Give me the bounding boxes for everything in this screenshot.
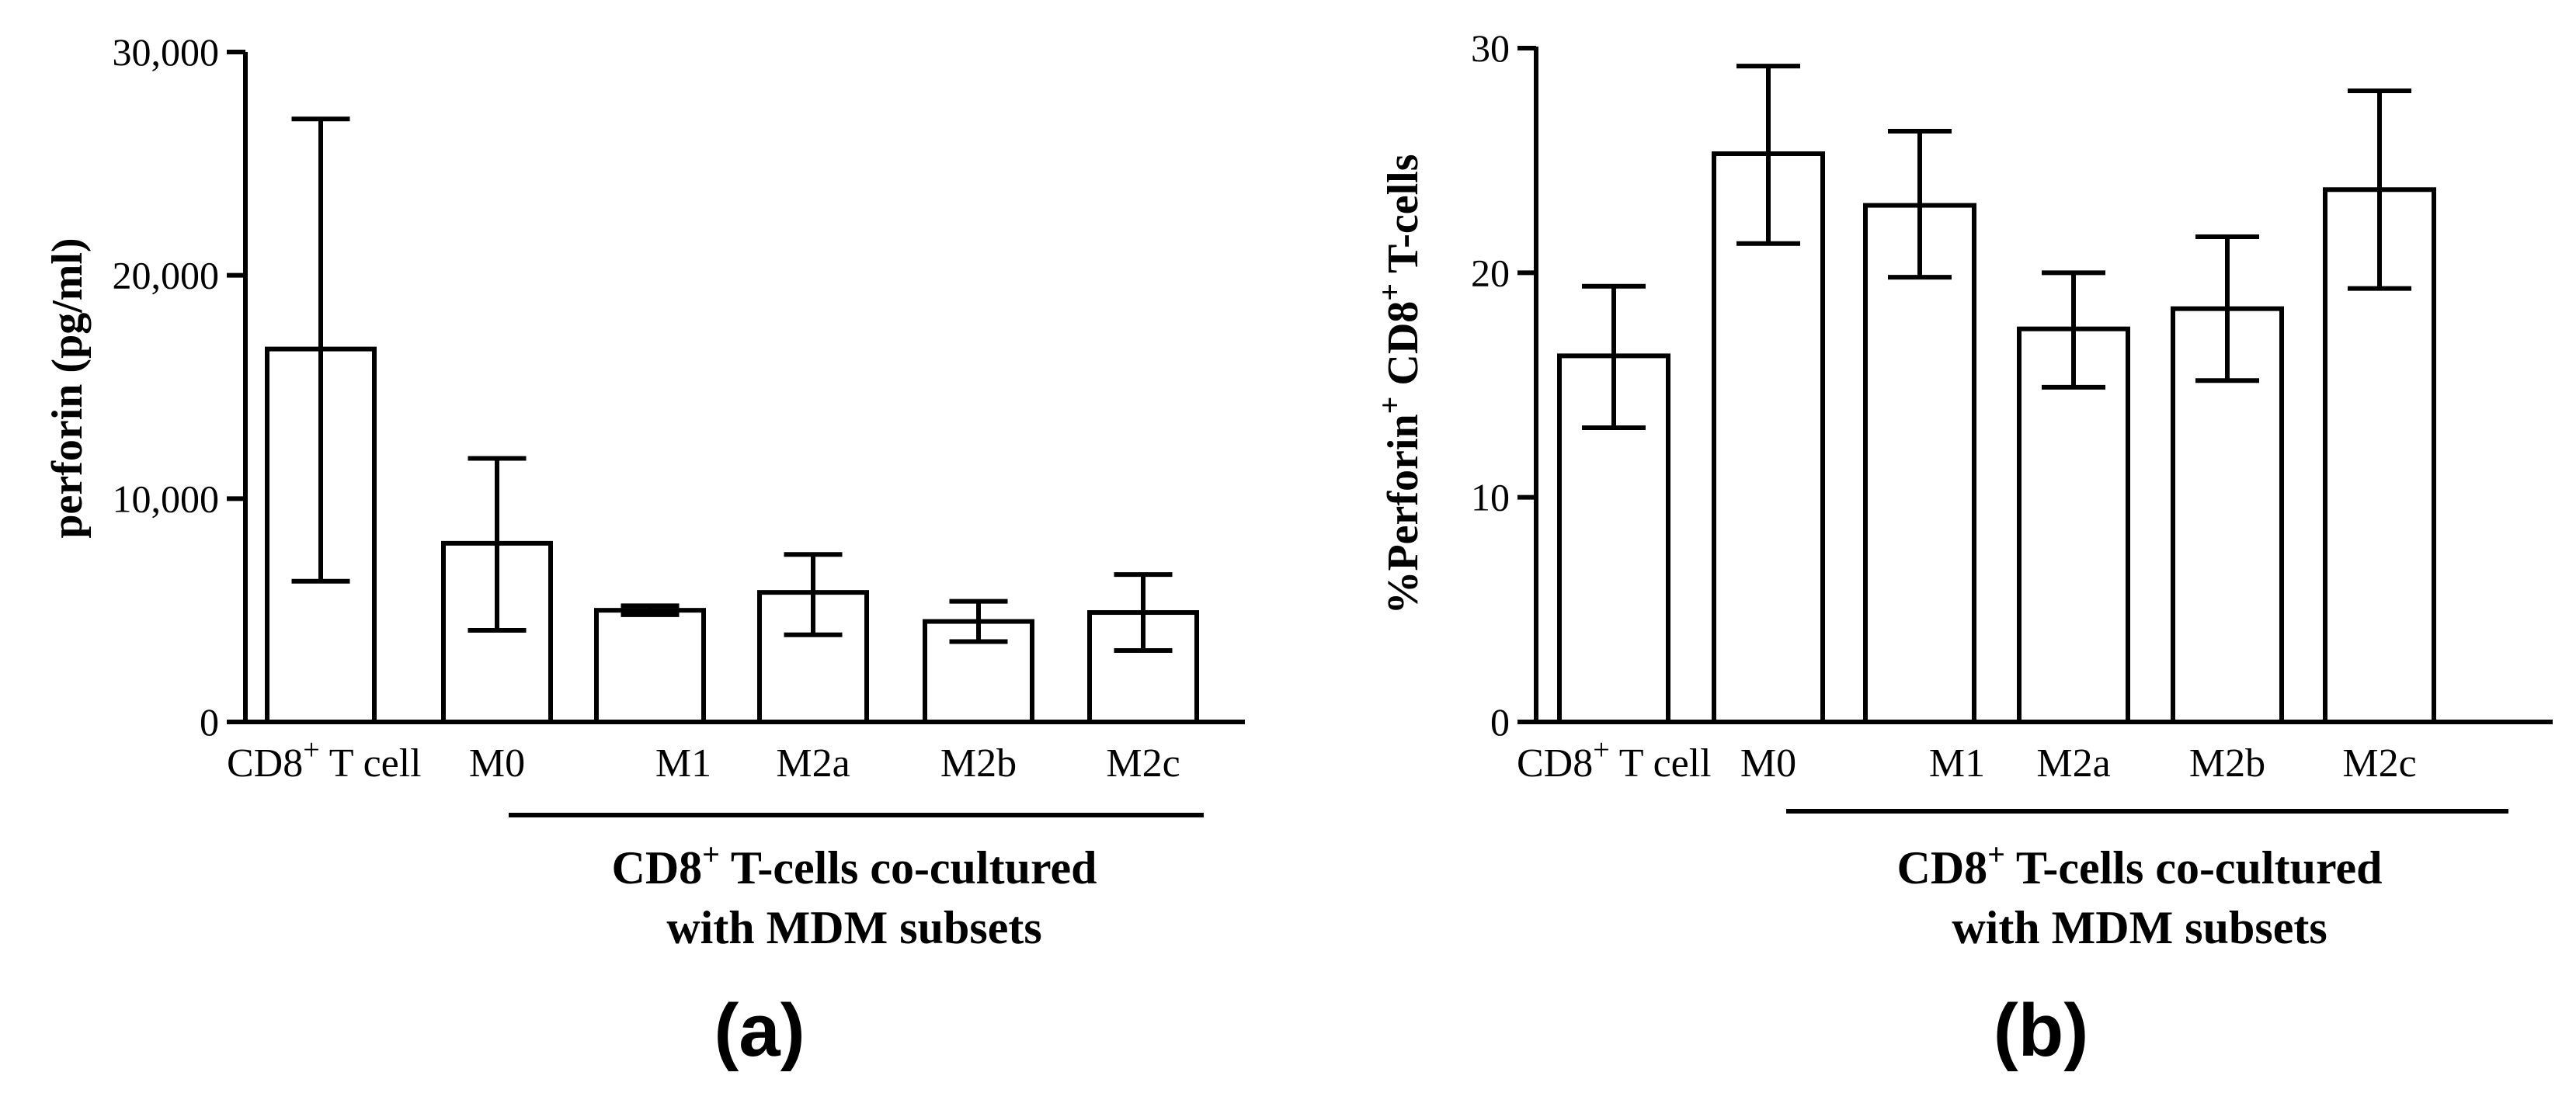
panel-b-error-bar — [2195, 234, 2259, 383]
panel-a-group-label-line1: CD8+ T-cells co-cultured — [611, 837, 1097, 893]
panel-a-label: (a) — [714, 989, 805, 1072]
panel-a-category-label: M1 — [655, 741, 711, 786]
panel-b-category-label: M2a — [2036, 741, 2110, 786]
panel-a-category-label: M2a — [776, 741, 850, 786]
panel-a-error-bar — [621, 603, 680, 617]
panel-b-category-labels: CD8+ T cell M0 M1 M2a M2b M2c — [1517, 734, 2417, 786]
panel-b-y-tick-label: 0 — [1490, 700, 1510, 744]
panel-a-y-ticks: 0 10,000 20,000 30,000 — [113, 30, 245, 744]
panel-a-category-label: M0 — [469, 741, 525, 786]
panel-b-category-label: CD8+ T cell — [1517, 734, 1712, 786]
panel-a-error-bars — [291, 116, 1173, 653]
panel-b-y-tick-label: 20 — [1471, 251, 1510, 294]
panel-a-error-bar — [468, 456, 527, 633]
panel-a-group-label-line2: with MDM subsets — [666, 902, 1041, 953]
panel-b-error-bar — [2348, 88, 2411, 291]
panel-a-error-bar — [291, 116, 350, 584]
panel-b-category-label: M2c — [2342, 741, 2416, 786]
panel-a-bar — [594, 608, 706, 725]
panel-a-bar — [1087, 610, 1199, 724]
panel-a-y-axis-label: perforin (pg/ml) — [43, 238, 92, 538]
panel-b-category-label: M0 — [1740, 741, 1796, 786]
panel-a-category-label: M2b — [940, 741, 1017, 786]
panel-b-error-bars — [1582, 64, 2411, 430]
panel-a-error-bar — [949, 599, 1008, 644]
panel-b-bar — [1863, 203, 1976, 724]
panel-b-y-tick-label: 30 — [1471, 26, 1510, 70]
panel-b-label: (b) — [1994, 989, 2089, 1072]
panel-b-category-label: M2b — [2189, 741, 2265, 786]
panel-a-bars — [265, 346, 1199, 725]
panel-b-y-axis-label: %Perforin+ CD8+ T-cells — [1372, 154, 1427, 614]
panel-b-error-bar — [2042, 270, 2105, 390]
panel-a-y-tick-label: 20,000 — [113, 254, 220, 297]
panel-a-category-labels: CD8+ T cell M0 M1 M2a M2b M2c — [227, 734, 1180, 786]
panel-b-group-label-line2: with MDM subsets — [1952, 902, 2327, 953]
panel-b-category-label: M1 — [1929, 741, 1985, 786]
panel-b-error-bar — [1582, 283, 1646, 430]
panel-a-y-tick-label: 10,000 — [113, 477, 220, 520]
panel-a-category-label: M2c — [1106, 741, 1180, 786]
panel-a-category-label: CD8+ T cell — [227, 734, 422, 786]
panel-a-y-tick-label: 30,000 — [113, 30, 220, 74]
panel-a-error-bar — [1114, 572, 1173, 653]
panel-b-error-bar — [1888, 129, 1952, 280]
panel-b-chart: 0 10 20 30 CD8+ T cell M0 M1 M2a M2b M2c %Perfor… — [1372, 26, 2553, 1072]
panel-b-group-label-line1: CD8+ T-cells co-cultured — [1896, 837, 2382, 893]
panel-b-bar — [1712, 151, 1825, 724]
panel-b-error-bar — [1736, 64, 1800, 246]
panel-b-y-tick-label: 10 — [1471, 476, 1510, 519]
panel-b-y-ticks: 0 10 20 30 — [1471, 26, 1536, 744]
panel-a-error-bar — [784, 552, 843, 637]
panel-a-chart: 0 10,000 20,000 30,000 CD8+ T cell M0 M1 M2a M2… — [43, 30, 1245, 1072]
panel-a-y-tick-label: 0 — [200, 700, 219, 744]
panel-b-bars — [1557, 151, 2436, 725]
